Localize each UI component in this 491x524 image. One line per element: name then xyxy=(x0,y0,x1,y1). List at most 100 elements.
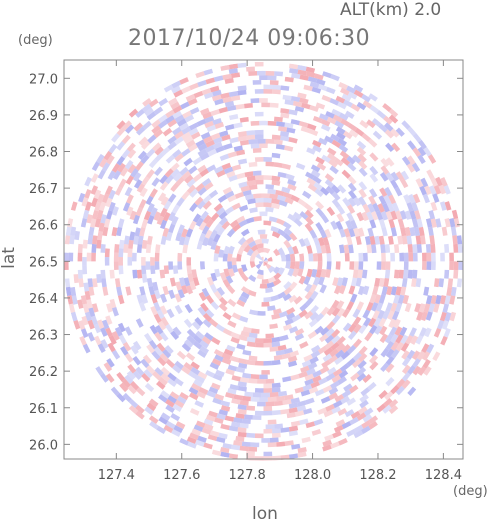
echo-cell xyxy=(160,412,171,421)
echo-cell xyxy=(227,194,237,203)
echo-cell xyxy=(254,129,264,135)
echo-cell xyxy=(294,105,305,113)
echo-cell xyxy=(189,106,200,115)
echo-cell xyxy=(287,246,295,255)
echo-cell xyxy=(283,281,292,290)
echo-cell xyxy=(326,261,332,270)
echo-cell xyxy=(271,202,281,210)
echo-cell xyxy=(192,277,200,287)
echo-cell xyxy=(297,268,304,277)
echo-cell xyxy=(228,268,235,278)
echo-cell xyxy=(240,273,249,282)
echo-cell xyxy=(263,247,271,254)
echo-cell xyxy=(181,148,191,157)
echo-cell xyxy=(225,392,235,399)
echo-cell xyxy=(165,323,174,334)
echo-cell xyxy=(118,248,124,258)
echo-cell xyxy=(312,175,322,185)
echo-cell xyxy=(261,278,270,285)
echo-cell xyxy=(179,277,186,287)
echo-cell xyxy=(357,406,368,415)
echo-cell xyxy=(447,209,454,219)
echo-cell xyxy=(218,249,225,258)
echo-cell xyxy=(263,428,273,434)
echo-cell xyxy=(170,330,180,340)
echo-cell xyxy=(263,456,273,461)
echo-cell xyxy=(173,172,183,182)
echo-cell xyxy=(388,398,399,409)
echo-cell xyxy=(252,392,262,398)
echo-cell xyxy=(111,206,119,216)
echo-cell xyxy=(361,244,368,254)
echo-cell xyxy=(212,117,222,125)
echo-cell xyxy=(361,93,371,103)
echo-cell xyxy=(250,98,260,104)
echo-cell xyxy=(143,210,152,221)
echo-cell xyxy=(390,286,398,296)
echo-cell xyxy=(408,261,414,271)
echo-cell xyxy=(214,393,225,401)
echo-cell xyxy=(253,216,262,222)
echo-cell xyxy=(216,276,224,286)
echo-cell xyxy=(165,174,175,185)
echo-cell xyxy=(246,66,255,72)
echo-cell xyxy=(271,359,281,366)
echo-cell xyxy=(142,203,150,213)
echo-cell xyxy=(321,359,331,369)
echo-cell xyxy=(206,236,215,247)
echo-cell xyxy=(287,178,297,186)
echo-cell xyxy=(283,232,292,242)
echo-cell xyxy=(143,368,153,379)
echo-cell xyxy=(206,124,217,133)
echo-cell xyxy=(160,235,167,245)
echo-cell xyxy=(325,299,335,310)
echo-cell xyxy=(358,352,368,363)
echo-cell xyxy=(179,166,189,176)
echo-cell xyxy=(101,278,107,288)
echo-cell xyxy=(227,151,237,159)
echo-cell xyxy=(259,261,264,266)
echo-cell xyxy=(129,231,136,241)
echo-cell xyxy=(291,73,301,79)
echo-cell xyxy=(449,252,454,262)
echo-cell xyxy=(326,306,336,316)
echo-cell xyxy=(277,247,285,256)
echo-cell xyxy=(135,108,145,118)
echo-cell xyxy=(240,286,250,295)
echo-cell xyxy=(307,362,318,370)
echo-cell xyxy=(422,193,430,204)
echo-cell xyxy=(141,140,151,150)
echo-cell xyxy=(299,418,309,426)
echo-cell xyxy=(254,433,264,439)
altitude-label: ALT(km) 2.0 xyxy=(340,0,442,20)
echo-cell xyxy=(84,290,91,301)
echo-cell xyxy=(376,252,382,262)
echo-cell xyxy=(309,158,319,167)
echo-cell xyxy=(145,269,152,279)
echo-cell xyxy=(285,173,295,181)
echo-cell xyxy=(323,166,334,176)
echo-cell xyxy=(168,97,178,106)
echo-cell xyxy=(198,387,209,395)
echo-cell xyxy=(242,189,252,197)
echo-cell xyxy=(81,315,89,326)
echo-cell xyxy=(70,226,77,236)
echo-cell xyxy=(396,349,405,360)
echo-cell xyxy=(406,235,413,245)
echo-cell xyxy=(240,185,250,193)
echo-cell xyxy=(205,77,216,85)
echo-cell xyxy=(333,228,342,238)
echo-cell xyxy=(169,122,180,132)
echo-cell xyxy=(221,352,232,360)
echo-cell xyxy=(294,333,305,341)
echo-cell xyxy=(231,398,241,405)
echo-cell xyxy=(259,75,268,81)
echo-cell xyxy=(230,238,239,248)
echo-cell xyxy=(358,345,368,356)
echo-cell xyxy=(174,153,184,162)
echo-cell xyxy=(359,393,369,403)
echo-cell xyxy=(299,230,308,240)
echo-cell xyxy=(282,71,292,78)
echo-cell xyxy=(395,341,405,352)
echo-cell xyxy=(336,336,346,346)
